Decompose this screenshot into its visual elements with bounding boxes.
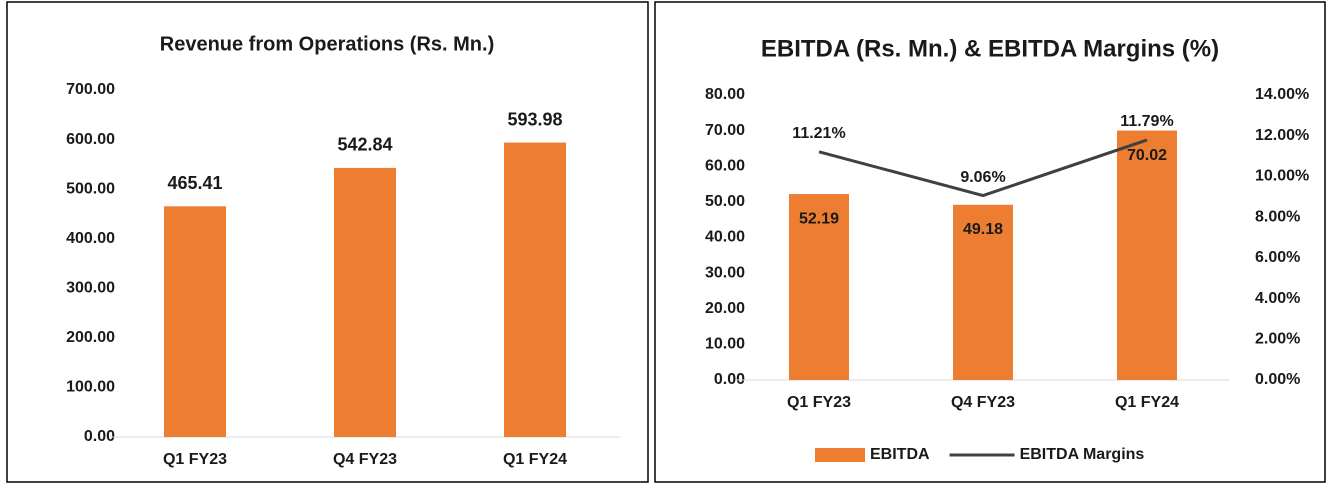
x-tick-label: Q1 FY24	[503, 451, 567, 468]
y2-tick-label: 4.00%	[1255, 290, 1300, 307]
panel-frame	[6, 1, 649, 483]
y2-tick-label: 12.00%	[1255, 127, 1309, 144]
bar	[164, 206, 226, 437]
legend-label: EBITDA Margins	[1020, 446, 1145, 463]
y-tick-label: 70.00	[705, 122, 745, 139]
y-tick-label: 60.00	[705, 157, 745, 174]
bar	[504, 142, 566, 437]
y2-tick-label: 0.00%	[1255, 371, 1300, 388]
y2-tick-label: 10.00%	[1255, 168, 1309, 185]
y-tick-label: 200.00	[66, 329, 115, 346]
bar	[953, 204, 1013, 380]
data-label: 52.19	[799, 210, 839, 227]
data-label: 593.98	[507, 109, 562, 129]
y-tick-label: 700.00	[66, 81, 115, 98]
x-tick-label: Q1 FY23	[787, 394, 851, 411]
data-label: 9.06%	[960, 169, 1005, 186]
chart-title: Revenue from Operations (Rs. Mn.)	[160, 33, 495, 55]
y-tick-label: 400.00	[66, 230, 115, 247]
y-tick-label: 100.00	[66, 379, 115, 396]
bar	[334, 167, 396, 437]
x-tick-label: Q4 FY23	[951, 394, 1015, 411]
data-label: 11.21%	[792, 125, 845, 142]
y-tick-label: 10.00	[705, 336, 745, 353]
panel-frame	[654, 1, 1326, 483]
data-label: 11.79%	[1120, 113, 1173, 130]
y2-tick-label: 14.00%	[1255, 86, 1309, 103]
data-label: 542.84	[337, 135, 392, 155]
y-tick-label: 0.00	[84, 428, 115, 445]
y-tick-label: 20.00	[705, 300, 745, 317]
y2-tick-label: 6.00%	[1255, 249, 1300, 266]
y-tick-label: 40.00	[705, 229, 745, 246]
chart-title: EBITDA (Rs. Mn.) & EBITDA Margins (%)	[761, 35, 1219, 62]
legend-swatch	[815, 448, 865, 462]
x-tick-label: Q4 FY23	[333, 451, 397, 468]
y2-tick-label: 2.00%	[1255, 331, 1300, 348]
bar	[1117, 130, 1177, 380]
bar	[789, 194, 849, 380]
data-label: 49.18	[963, 221, 1003, 238]
y-tick-label: 600.00	[66, 131, 115, 148]
data-label: 70.02	[1127, 147, 1167, 164]
x-tick-label: Q1 FY24	[1115, 394, 1179, 411]
line	[818, 138, 1148, 198]
y-tick-label: 500.00	[66, 180, 115, 197]
y2-tick-label: 8.00%	[1255, 208, 1300, 225]
legend-label: EBITDA	[870, 446, 930, 463]
y-tick-label: 30.00	[705, 264, 745, 281]
y-tick-label: 50.00	[705, 193, 745, 210]
y-tick-label: 80.00	[705, 86, 745, 103]
y-tick-label: 0.00	[714, 371, 745, 388]
data-label: 465.41	[167, 173, 222, 193]
y-tick-label: 300.00	[66, 280, 115, 297]
x-tick-label: Q1 FY23	[163, 451, 227, 468]
